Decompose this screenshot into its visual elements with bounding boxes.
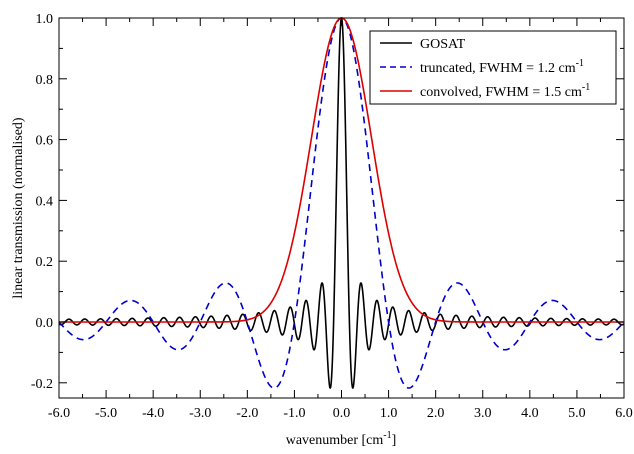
axis-ticks: -6.0 -5.0 -4.0 -3.0 -2.0 -1.0 0.0 1.0 2.0 3.0 4.0 5…	[31, 12, 633, 421]
x-tick-label: 3.0	[474, 406, 492, 421]
y-tick-label: 0.0	[36, 316, 54, 331]
x-tick-label: 4.0	[521, 406, 539, 421]
legend: GOSAT truncated, FWHM = 1.2 cm-1 convolv…	[369, 30, 617, 105]
x-tick-label: -3.0	[189, 406, 211, 421]
x-tick-label: -6.0	[48, 406, 70, 421]
y-tick-label: 0.8	[36, 73, 54, 88]
y-axis-label: linear transmission (normalised)	[11, 117, 26, 299]
x-tick-label: -4.0	[142, 406, 164, 421]
y-tick-label: 0.4	[36, 194, 54, 209]
y-tick-label: 0.2	[36, 255, 54, 270]
x-tick-label: -5.0	[95, 406, 117, 421]
x-tick-label: 0.0	[333, 406, 351, 421]
y-tick-label: 0.6	[36, 134, 54, 149]
x-axis-label: wavenumber [cm-1]	[286, 430, 397, 448]
x-tick-label: 2.0	[427, 406, 445, 421]
x-tick-label: 1.0	[380, 406, 398, 421]
legend-label-convolved: convolved, FWHM = 1.5 cm-1	[420, 82, 590, 100]
x-tick-label: 6.0	[615, 406, 633, 421]
legend-label-truncated: truncated, FWHM = 1.2 cm-1	[420, 58, 584, 76]
legend-label-gosat: GOSAT	[420, 37, 466, 52]
x-tick-label: -1.0	[283, 406, 305, 421]
y-tick-label: -0.2	[31, 377, 53, 392]
x-tick-label: -2.0	[236, 406, 258, 421]
x-tick-label: 5.0	[568, 406, 586, 421]
y-tick-label: 1.0	[36, 12, 54, 27]
